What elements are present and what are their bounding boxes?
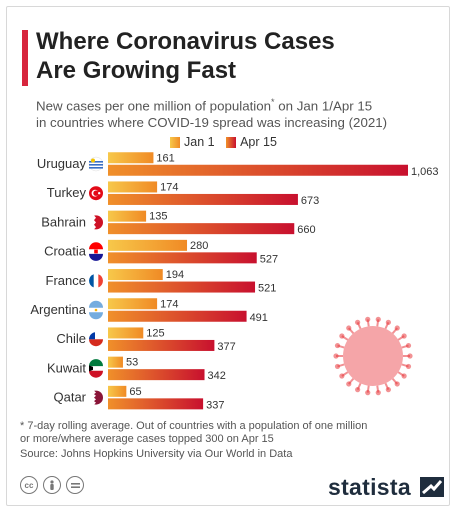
bar-jan-uruguay (108, 152, 154, 164)
license-icons: cc (20, 476, 84, 494)
statista-logo-text[interactable]: statista (328, 474, 411, 500)
category-label-kuwait: Kuwait (47, 360, 86, 375)
bar-jan-turkey (108, 181, 158, 193)
bar-apr-uruguay (108, 164, 408, 176)
value-label-apr-croatia: 527 (260, 253, 278, 265)
value-label-jan-argentina: 174 (160, 298, 178, 310)
bar-jan-france (108, 269, 163, 281)
france-flag-icon (89, 273, 103, 288)
bar-apr-croatia (108, 252, 257, 264)
bar-apr-france (108, 281, 256, 293)
value-label-jan-uruguay: 161 (156, 152, 174, 164)
bar-apr-kuwait (108, 369, 205, 381)
bar-jan-kuwait (108, 356, 123, 368)
kuwait-flag-icon (89, 359, 103, 378)
value-label-apr-qatar: 337 (206, 399, 224, 411)
source-note: Source: Johns Hopkins University via Our… (20, 448, 293, 460)
category-label-uruguay: Uruguay (37, 156, 87, 171)
value-label-apr-bahrain: 660 (297, 224, 315, 236)
subtitle-footnote-mark: * (271, 97, 275, 107)
category-label-turkey: Turkey (47, 185, 87, 200)
value-label-jan-kuwait: 53 (126, 357, 138, 369)
value-label-jan-chile: 125 (146, 327, 164, 339)
value-label-apr-uruguay: 1,063 (411, 166, 439, 178)
title-accent-bar (22, 30, 28, 86)
bar-chart: Uruguay 161 1,063 Turkey 174 673 Bahrain 135 660… (30, 152, 439, 411)
value-label-jan-bahrain: 135 (149, 211, 167, 223)
bar-apr-turkey (108, 193, 298, 205)
bar-apr-qatar (108, 398, 204, 410)
footnote: * 7-day rolling average. Out of countrie… (20, 420, 368, 445)
subtitle-text-2: on Jan 1/Apr 15 in countries where COVID… (36, 98, 388, 131)
bar-jan-argentina (108, 298, 158, 310)
legend-label-apr: Apr 15 (240, 135, 277, 149)
category-label-qatar: Qatar (53, 390, 86, 405)
subtitle-text: New cases per one million of population (36, 98, 272, 114)
category-label-croatia: Croatia (44, 244, 87, 259)
uruguay-flag-icon (88, 156, 104, 172)
equals-icon[interactable] (66, 476, 84, 494)
bar-jan-bahrain (108, 210, 147, 222)
qatar-flag-icon (89, 390, 103, 405)
category-label-bahrain: Bahrain (41, 214, 86, 229)
person-icon[interactable] (43, 476, 61, 494)
bar-apr-argentina (108, 310, 247, 322)
chile-flag-icon (89, 332, 103, 347)
value-label-apr-chile: 377 (217, 341, 235, 353)
legend-swatch-apr (226, 136, 237, 148)
statista-logo-icon (420, 477, 444, 497)
legend-item-jan: Jan 1 (170, 135, 215, 149)
virus-icon (333, 316, 413, 396)
value-label-jan-turkey: 174 (160, 181, 178, 193)
argentina-flag-icon (89, 300, 103, 320)
value-label-apr-france: 521 (258, 283, 276, 295)
turkey-flag-icon (89, 186, 103, 201)
value-label-jan-france: 194 (166, 269, 184, 281)
legend-label-jan: Jan 1 (184, 135, 215, 149)
category-label-chile: Chile (56, 331, 86, 346)
bar-jan-croatia (108, 239, 188, 251)
value-label-apr-kuwait: 342 (208, 370, 226, 382)
croatia-flag-icon (89, 242, 103, 261)
chart-subtitle: New cases per one million of population*… (36, 94, 446, 131)
bar-apr-chile (108, 339, 215, 351)
chart-title: Where Coronavirus Cases Are Growing Fast (36, 28, 335, 84)
legend-item-apr: Apr 15 (226, 135, 277, 149)
bar-apr-bahrain (108, 223, 295, 235)
bar-jan-chile (108, 327, 144, 339)
category-label-argentina: Argentina (30, 302, 86, 317)
cc-icon[interactable]: cc (20, 476, 38, 494)
category-label-france: France (46, 273, 86, 288)
bar-jan-qatar (108, 385, 127, 397)
value-label-jan-croatia: 280 (190, 240, 208, 252)
value-label-apr-argentina: 491 (250, 312, 268, 324)
legend-swatch-jan (170, 136, 180, 148)
value-label-jan-qatar: 65 (129, 386, 141, 398)
value-label-apr-turkey: 673 (301, 195, 319, 207)
bahrain-flag-icon (89, 215, 103, 230)
chart-legend: Jan 1 Apr 15 (170, 135, 285, 151)
